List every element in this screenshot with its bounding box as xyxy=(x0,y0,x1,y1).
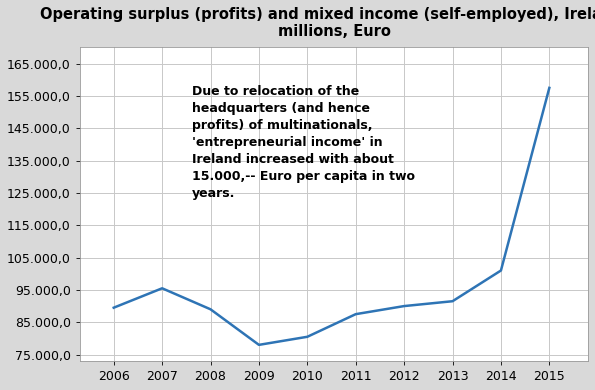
Title: Operating surplus (profits) and mixed income (self-employed), Ireland,
millions,: Operating surplus (profits) and mixed in… xyxy=(40,7,595,39)
Text: Due to relocation of the
headquarters (and hence
profits) of multinationals,
'en: Due to relocation of the headquarters (a… xyxy=(192,85,415,200)
